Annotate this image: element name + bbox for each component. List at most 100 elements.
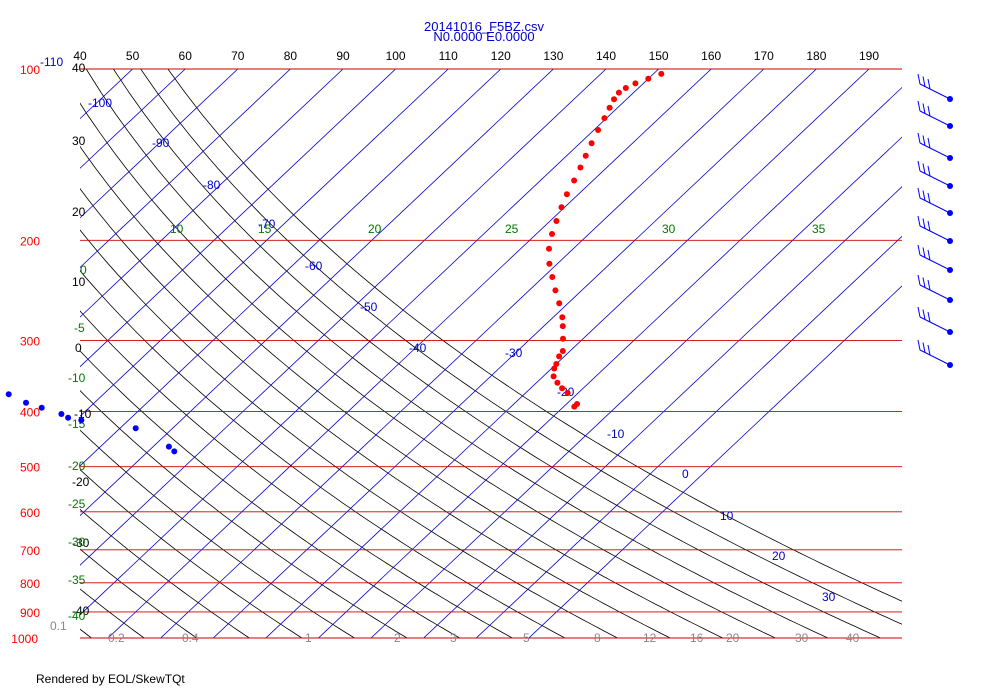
dry-adiabat-line — [80, 229, 618, 638]
dry-adiabat-line — [80, 390, 408, 638]
mixing-ratio-tick-label: 2 — [394, 631, 401, 645]
wind-barb-feather — [922, 309, 926, 320]
isotherm-line — [80, 69, 502, 467]
wind-barb-feather — [917, 306, 921, 318]
moist-adiabat-left-label: -5 — [74, 321, 85, 335]
pressure-tick-label: 600 — [20, 506, 40, 520]
dry-adiabat-line — [80, 102, 776, 638]
isotherm-tick-label: -70 — [258, 217, 276, 231]
dewpoint-point — [165, 443, 172, 450]
moist-adiabat-tick-label: 15 — [258, 222, 272, 236]
dry-adiabat-line — [113, 69, 881, 638]
wind-barb-feather — [922, 135, 926, 146]
wind-barb-feather — [917, 244, 921, 256]
isotherm-line — [80, 69, 607, 566]
mixing-ratio-tick-label: 30 — [795, 631, 809, 645]
isotherm-line — [370, 136, 902, 638]
moist-adiabat-left-label: -25 — [68, 497, 86, 511]
temperature-point — [615, 89, 622, 96]
dewpoint-point — [5, 391, 12, 398]
wind-barb-feather — [917, 187, 921, 199]
top-temp-tick-label: 100 — [386, 49, 406, 63]
top-temp-tick-label: 40 — [73, 49, 87, 63]
mixing-ratio-tick-label: 0.2 — [108, 631, 125, 645]
wind-barb-feather — [917, 132, 921, 144]
temperature-point — [577, 164, 584, 171]
temperature-point — [588, 140, 595, 147]
isotherm-line — [528, 285, 902, 638]
isotherm-tick-label: -30 — [505, 346, 523, 360]
dewpoint-point — [65, 414, 72, 421]
temperature-point — [632, 80, 639, 87]
isotherm-line — [80, 69, 291, 269]
temperature-point — [595, 127, 602, 133]
temperature-point — [645, 75, 652, 82]
isotherm-line — [212, 69, 817, 638]
moist-adiabat-left-label: -10 — [68, 371, 86, 385]
temperature-point — [558, 204, 565, 211]
pressure-tick-label: 1000 — [11, 632, 38, 646]
temperature-series — [546, 70, 665, 410]
top-temp-tick-label: 90 — [336, 49, 350, 63]
wind-barb-feather — [922, 342, 926, 353]
isotherm-line — [80, 69, 186, 169]
wind-barb-feather — [922, 218, 926, 229]
top-temp-tick-label: 70 — [231, 49, 245, 63]
mixing-ratio-tick-label: 40 — [846, 631, 860, 645]
wind-barbs — [917, 73, 953, 368]
moist-adiabat-left-label: -40 — [68, 609, 86, 623]
wind-barb-feather — [927, 249, 931, 261]
temperature-point — [571, 177, 578, 184]
wind-barb-feather — [917, 100, 921, 112]
top-temp-tick-label: 120 — [491, 49, 511, 63]
mixing-ratio-tick-label: 20 — [726, 631, 740, 645]
isotherm-line — [80, 69, 554, 517]
dewpoint-point — [78, 417, 85, 424]
pressure-tick-label: 800 — [20, 577, 40, 591]
isotherm-line — [475, 235, 902, 638]
dry-adiabat-line — [80, 429, 355, 638]
isotherm-tick-label: 0 — [682, 467, 689, 481]
moist-adiabat-left-label: -35 — [68, 573, 86, 587]
wind-barb-feather — [927, 137, 931, 149]
top-temp-tick-label: 150 — [649, 49, 669, 63]
wind-barb-feather — [927, 311, 931, 323]
left-temp-tick-label: -40 — [72, 604, 90, 618]
temperature-point — [552, 287, 559, 294]
isotherm-tick-label: 20 — [772, 549, 786, 563]
isotherm-tick-label: -60 — [305, 259, 323, 273]
temperature-point — [546, 245, 552, 252]
isotherm-line — [80, 69, 239, 219]
wind-barb-feather — [922, 277, 926, 288]
dewpoint-point — [58, 411, 65, 417]
wind-barb-feather — [922, 103, 926, 114]
pressure-tick-label: 300 — [20, 334, 40, 348]
isotherms — [80, 69, 902, 638]
wind-barb-feather — [922, 190, 926, 201]
footer-credit: Rendered by EOL/SkewTQt — [36, 672, 185, 686]
top-temp-tick-label: 170 — [754, 49, 774, 63]
temperature-point — [559, 348, 566, 354]
pressure-tick-label: 200 — [20, 234, 40, 248]
temperature-point — [551, 365, 558, 372]
isobars — [80, 68, 902, 639]
pressure-tick-label: 500 — [20, 461, 40, 475]
mixing-ratio-tick-label: 0.4 — [182, 631, 199, 645]
isotherm-line — [265, 69, 870, 638]
isotherm-tick-label: -100 — [88, 96, 112, 110]
left-temp-tick-label: 10 — [72, 275, 86, 289]
temperature-point — [553, 218, 560, 224]
isotherm-tick-label: 30 — [822, 590, 836, 604]
left-temp-tick-label: -10 — [74, 407, 92, 421]
isotherm-tick-label: -10 — [607, 427, 625, 441]
wind-barb-feather — [917, 160, 921, 172]
temperature-point — [556, 300, 563, 307]
dewpoint-point — [23, 399, 29, 406]
mixing-ratio-tick-label: 3 — [450, 631, 457, 645]
temperature-point — [556, 353, 563, 360]
wind-barb-feather — [922, 76, 926, 87]
wind-barb-feather — [927, 279, 931, 291]
isotherm-tick-label: -50 — [360, 300, 378, 314]
temperature-point — [582, 152, 589, 159]
